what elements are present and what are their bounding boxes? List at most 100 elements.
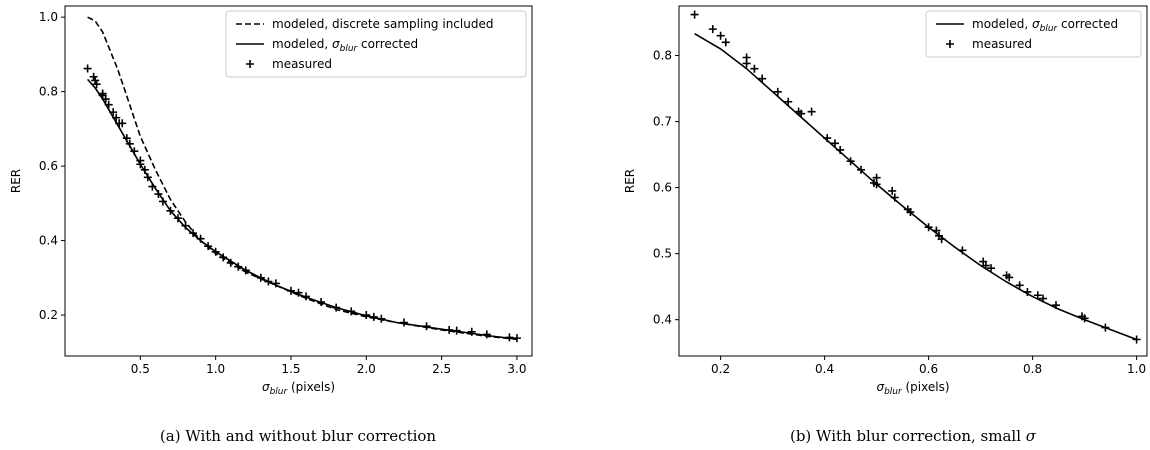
measured-point [512, 334, 521, 343]
measured-point [716, 31, 725, 40]
measured-point [302, 292, 311, 301]
measured-point [399, 318, 408, 327]
plot-frame [64, 5, 533, 357]
measured-point [92, 80, 101, 89]
modeled-corrected-line [87, 78, 517, 340]
measured-point [721, 38, 730, 47]
chart-panel-a: 0.5 1.0 1.5 2.0 2.5 3.0 0.2 0.4 0.6 0.8 1.0 σblur (… [9, 5, 533, 445]
measured-point [857, 165, 865, 174]
measured-point [797, 109, 806, 118]
measured-point [173, 214, 182, 223]
measured-point [981, 261, 990, 270]
measured-point [452, 326, 461, 335]
measured-point [1033, 291, 1042, 300]
measured-point [104, 100, 113, 109]
measured-point [294, 288, 303, 297]
measured-point [831, 139, 839, 148]
legend-marker-measured [946, 40, 954, 48]
y-tick-label: 0.2 [39, 308, 58, 322]
x-tick-label: 0.6 [919, 362, 938, 376]
legend-label: modeled, discrete sampling included [272, 17, 493, 31]
measured-point [987, 264, 995, 273]
x-tick-label: 1.0 [206, 362, 225, 376]
modeled-corrected-line [694, 33, 1137, 341]
figure-caption: (b) With blur correction, small σ [790, 427, 1037, 445]
measured-point [118, 119, 127, 128]
measured-point [122, 134, 131, 143]
measured-point [158, 197, 167, 206]
measured-point [219, 253, 228, 262]
x-tick-label: 1.5 [281, 362, 300, 376]
x-tick-label: 1.0 [1127, 362, 1146, 376]
y-tick-label: 0.4 [653, 313, 672, 327]
legend-label: modeled, σblur corrected [972, 17, 1118, 34]
measured-point [143, 173, 152, 182]
x-tick-label: 3.0 [507, 362, 526, 376]
x-tick-label: 2.5 [432, 362, 451, 376]
measured-point [937, 235, 946, 244]
legend-label: modeled, σblur corrected [272, 37, 418, 54]
measured-point [773, 87, 782, 96]
measured-point [264, 277, 273, 286]
measured-point [758, 74, 767, 83]
measured-point [148, 182, 157, 191]
measured-point [924, 223, 933, 232]
measured-point [189, 229, 198, 238]
x-axis-label: σblur (pixels) [876, 380, 949, 397]
measured-point [750, 64, 759, 73]
measured-point [823, 134, 832, 143]
measured-point [211, 247, 220, 256]
measured-point [807, 107, 816, 116]
x-tick-label: 0.4 [815, 362, 834, 376]
x-tick-label: 0.8 [1023, 362, 1042, 376]
measured-point [872, 180, 881, 189]
measured-point [1080, 314, 1089, 323]
measured-point [181, 221, 190, 230]
measured-point [422, 322, 431, 331]
measured-point [1005, 273, 1014, 282]
legend-marker-measured [246, 60, 254, 68]
measured-point [932, 226, 941, 235]
measured-point [256, 273, 265, 282]
y-axis-label: RER [623, 169, 637, 193]
x-tick-label: 2.0 [357, 362, 376, 376]
y-tick-label: 0.5 [653, 247, 672, 261]
measured-point [890, 193, 899, 202]
measured-point [836, 145, 845, 154]
measured-point [784, 97, 793, 106]
measured-point [196, 234, 205, 243]
measured-point [101, 95, 110, 104]
measured-point [112, 113, 121, 122]
measured-point [154, 190, 163, 199]
measured-point [83, 64, 92, 73]
measured-point [136, 160, 145, 169]
legend-label: measured [272, 57, 332, 71]
plot-frame [678, 5, 1148, 357]
measured-point [234, 262, 243, 271]
measured-point [1039, 294, 1047, 303]
legend-box [925, 10, 1142, 58]
legend-label: measured [972, 37, 1032, 51]
y-tick-label: 0.7 [653, 115, 672, 129]
measured-point [1132, 335, 1141, 344]
measured-point [166, 206, 175, 215]
measured-point [377, 314, 386, 323]
measured-point [888, 186, 897, 195]
y-axis-label: RER [9, 169, 23, 193]
y-tick-label: 0.6 [39, 159, 58, 173]
measured-point [467, 327, 476, 336]
measured-point [846, 157, 855, 166]
x-axis-label: σblur (pixels) [262, 380, 335, 397]
measured-point [286, 286, 295, 295]
measured-point [445, 325, 454, 334]
figure-caption: (a) With and without blur correction [160, 427, 437, 445]
x-tick-label: 0.5 [131, 362, 150, 376]
x-tick-label: 0.2 [711, 362, 730, 376]
measured-point [1052, 301, 1060, 310]
y-tick-label: 0.8 [653, 49, 672, 63]
measured-point [1015, 281, 1024, 290]
y-tick-label: 0.8 [39, 85, 58, 99]
measured-point [505, 333, 514, 342]
measured-point [1101, 323, 1110, 332]
